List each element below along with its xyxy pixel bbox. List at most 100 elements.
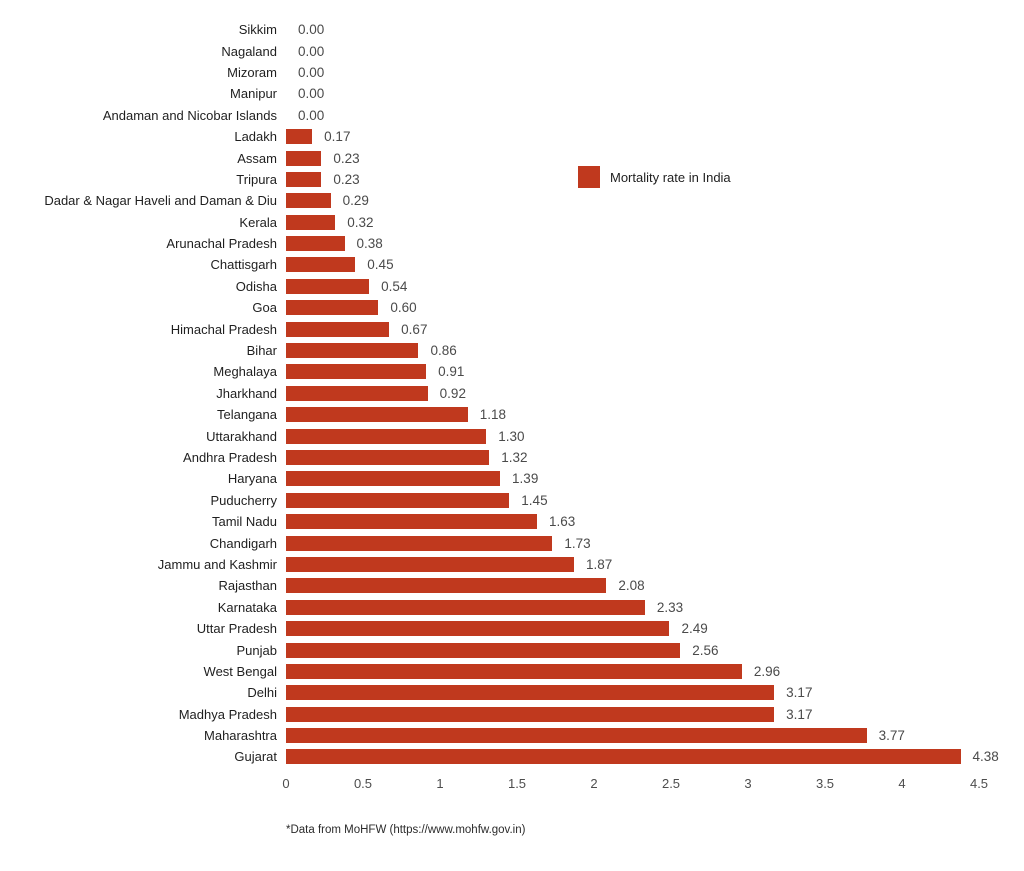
- value-label: 3.77: [878, 728, 905, 744]
- chart-legend: Mortality rate in India: [578, 166, 731, 188]
- value-label: 3.17: [786, 706, 813, 722]
- bar-track: 0.60: [286, 300, 979, 316]
- bar-track: 1.87: [286, 556, 979, 572]
- x-tick-label: 3.5: [815, 776, 835, 791]
- source-note: *Data from MoHFW (https://www.mohfw.gov.…: [286, 824, 526, 836]
- bar: [286, 535, 553, 551]
- bar-row: Rajasthan 2.08: [0, 575, 1024, 596]
- category-label: Sikkim: [238, 22, 277, 38]
- value-label: 0.60: [390, 300, 417, 316]
- bar-track: 1.30: [286, 428, 979, 444]
- x-tick-label: 1: [436, 776, 444, 791]
- bar: [286, 706, 775, 722]
- category-label: Rajasthan: [218, 578, 277, 594]
- category-label: Odisha: [235, 278, 277, 294]
- category-label: Himachal Pradesh: [170, 321, 277, 337]
- bar-row: Telangana 1.18: [0, 404, 1024, 425]
- bar-row: Ladakh 0.17: [0, 126, 1024, 147]
- bar-row: Gujarat 4.38: [0, 746, 1024, 767]
- bar-track: 0.00: [286, 44, 979, 59]
- bar-row: Himachal Pradesh 0.67: [0, 318, 1024, 339]
- bar-track: 2.56: [286, 642, 979, 658]
- bar-track: 0.45: [286, 257, 979, 273]
- bar: [286, 343, 419, 359]
- value-label: 0.23: [333, 150, 360, 166]
- bar-row: Karnataka 2.33: [0, 597, 1024, 618]
- value-label: 3.17: [786, 685, 813, 701]
- bar-track: 0.00: [286, 86, 979, 101]
- bar-track: 0.00: [286, 108, 979, 123]
- bar-row: Chandigarh 1.73: [0, 532, 1024, 553]
- category-label: Jharkhand: [216, 385, 277, 401]
- bar-row: Andhra Pradesh 1.32: [0, 447, 1024, 468]
- bar-track: 0.23: [286, 171, 979, 187]
- bar-track: 0.17: [286, 129, 979, 145]
- category-label: Haryana: [227, 471, 277, 487]
- bar-row: Jharkhand 0.92: [0, 383, 1024, 404]
- bar: [286, 685, 775, 701]
- bar-row: Assam 0.23: [0, 147, 1024, 168]
- bar-track: 1.63: [286, 514, 979, 530]
- value-label: 0.38: [356, 236, 383, 252]
- value-label: 0.45: [367, 257, 394, 273]
- x-tick-label: 3: [744, 776, 752, 791]
- value-label: 1.39: [512, 471, 539, 487]
- bar-track: 0.67: [286, 321, 979, 337]
- bar: [286, 556, 574, 572]
- bar-rows: Sikkim 0.00 Nagaland 0.00 Mizoram 0.00 Manipur…: [0, 19, 1024, 768]
- bar-row: Maharashtra 3.77: [0, 725, 1024, 746]
- bar-row: Uttarakhand 1.30: [0, 425, 1024, 446]
- bar: [286, 471, 501, 487]
- bar: [286, 236, 345, 252]
- category-label: Meghalaya: [213, 364, 277, 380]
- value-label: 2.56: [692, 642, 719, 658]
- value-label: 0.91: [438, 364, 465, 380]
- bar-track: 2.33: [286, 599, 979, 615]
- bar: [286, 578, 607, 594]
- bar-row: Tamil Nadu 1.63: [0, 511, 1024, 532]
- category-label: Chandigarh: [209, 535, 277, 551]
- category-label: Gujarat: [234, 749, 277, 765]
- bar: [286, 492, 510, 508]
- bar-track: 0.54: [286, 278, 979, 294]
- bar: [286, 321, 390, 337]
- value-label: 0.86: [430, 343, 457, 359]
- value-label: 2.08: [618, 578, 645, 594]
- bar-track: 3.77: [286, 728, 979, 744]
- bar: [286, 385, 428, 401]
- value-label: 0.00: [298, 86, 325, 102]
- category-label: West Bengal: [203, 663, 277, 679]
- category-label: Dadar & Nagar Haveli and Daman & Diu: [44, 193, 277, 209]
- bar-track: 2.49: [286, 621, 979, 637]
- value-label: 1.18: [479, 407, 506, 423]
- category-label: Manipur: [230, 86, 277, 102]
- bar-row: Nagaland 0.00: [0, 40, 1024, 61]
- bar: [286, 150, 322, 166]
- bar-track: 0.38: [286, 236, 979, 252]
- bar-row: Uttar Pradesh 2.49: [0, 618, 1024, 639]
- bar-row: Dadar & Nagar Haveli and Daman & Diu 0.29: [0, 190, 1024, 211]
- bar: [286, 514, 538, 530]
- x-tick-label: 0.5: [353, 776, 373, 791]
- bar-row: Puducherry 1.45: [0, 490, 1024, 511]
- bar-track: 0.00: [286, 22, 979, 37]
- bar-track: 1.39: [286, 471, 979, 487]
- category-label: Telangana: [217, 407, 277, 423]
- bar-row: Sikkim 0.00: [0, 19, 1024, 40]
- value-label: 1.87: [585, 556, 613, 572]
- value-label: 1.63: [549, 514, 576, 530]
- bar-track: 0.29: [286, 193, 979, 209]
- bar-row: Bihar 0.86: [0, 340, 1024, 361]
- category-label: Madhya Pradesh: [178, 706, 277, 722]
- bar-track: 4.38: [286, 749, 999, 765]
- category-label: Chattisgarh: [210, 257, 277, 273]
- category-label: Arunachal Pradesh: [166, 236, 277, 252]
- bar: [286, 364, 427, 380]
- bar: [286, 278, 370, 294]
- bar: [286, 663, 742, 679]
- category-label: Tripura: [236, 171, 277, 187]
- bar-row: Haryana 1.39: [0, 468, 1024, 489]
- category-label: Assam: [237, 150, 277, 166]
- legend-label: Mortality rate in India: [610, 169, 731, 185]
- category-label: Goa: [252, 300, 277, 316]
